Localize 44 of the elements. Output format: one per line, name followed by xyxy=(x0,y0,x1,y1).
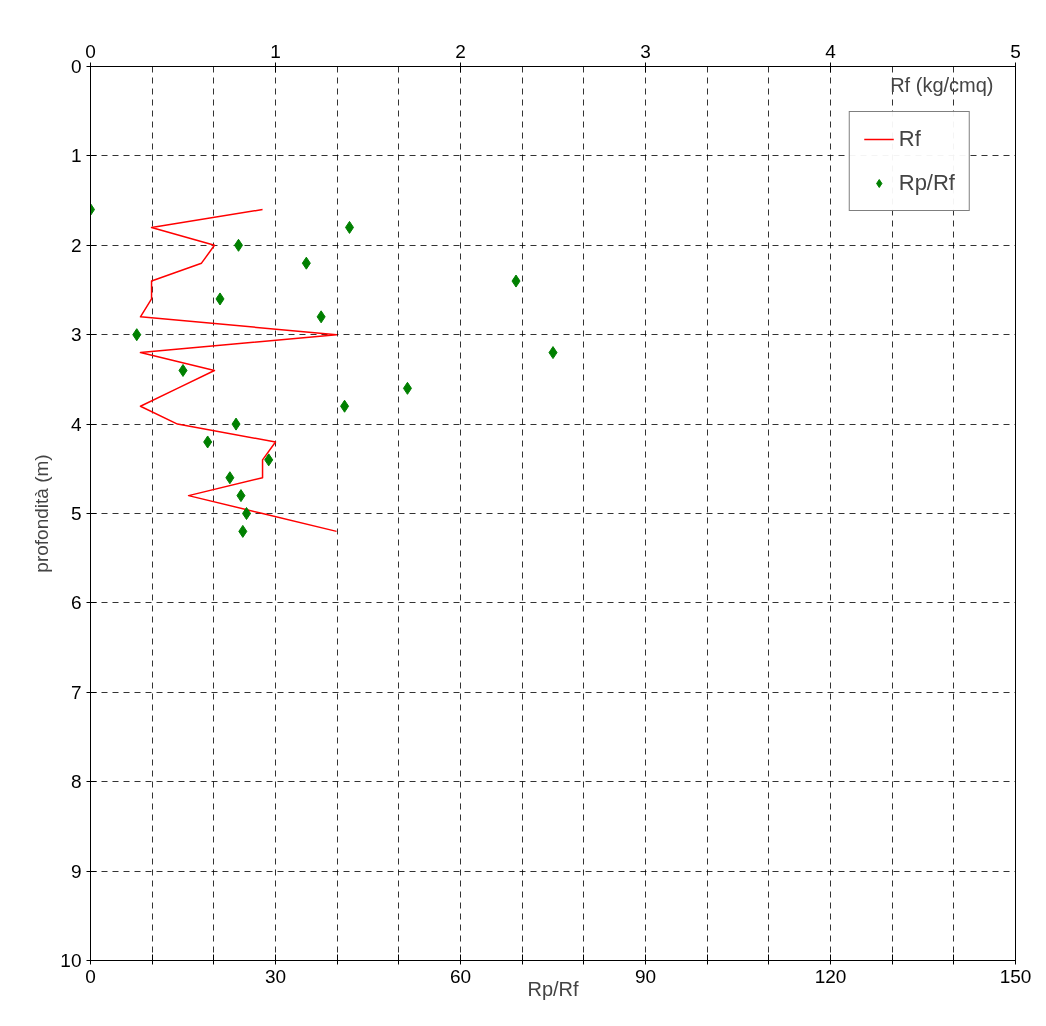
point xyxy=(340,399,350,413)
x-tick-label: 90 xyxy=(634,965,657,987)
point xyxy=(242,507,252,520)
point xyxy=(511,274,521,288)
y-tick-label: 1 xyxy=(70,145,82,167)
y-tick-label: 7 xyxy=(70,681,82,703)
y-tick-label: 9 xyxy=(70,860,82,882)
point xyxy=(215,292,225,306)
y-tick-label: 0 xyxy=(70,56,82,77)
y-tick-label: 2 xyxy=(70,234,82,256)
x-tick-label: 0 xyxy=(85,965,96,987)
point xyxy=(301,256,311,270)
point xyxy=(238,524,248,538)
point xyxy=(178,363,188,377)
x2-axis-title: Rf (kg/cmq) xyxy=(890,73,994,96)
point xyxy=(548,346,558,360)
x-tick-label: 150 xyxy=(999,965,1032,987)
point xyxy=(264,453,274,467)
x-tick-label: 30 xyxy=(264,965,287,987)
y-tick-label: 10 xyxy=(60,950,82,971)
legend-label: Rf xyxy=(898,126,921,152)
y-tick-label: 8 xyxy=(70,771,82,793)
point xyxy=(225,471,235,485)
point xyxy=(236,489,246,503)
y-tick-label: 6 xyxy=(70,592,82,614)
x-tick-label: 60 xyxy=(449,965,472,987)
y-tick-label: 5 xyxy=(70,503,82,524)
legend-label: Rp/Rf xyxy=(898,170,955,196)
x2-tick-label: 3 xyxy=(640,40,651,62)
point xyxy=(316,310,326,324)
x-tick-label: 120 xyxy=(814,965,847,987)
point xyxy=(231,417,241,431)
point xyxy=(132,328,142,342)
y-axis-title: profondità (m) xyxy=(31,454,53,573)
x2-tick-label: 0 xyxy=(85,40,96,62)
x-axis-title: Rp/Rf xyxy=(527,977,579,1000)
x2-tick-label: 4 xyxy=(825,40,837,62)
y-tick-label: 4 xyxy=(70,413,82,435)
y-tick-label: 3 xyxy=(70,324,82,346)
point xyxy=(402,381,412,395)
point xyxy=(203,435,213,449)
x2-tick-label: 1 xyxy=(270,40,281,62)
x2-tick-label: 2 xyxy=(455,40,466,62)
x2-tick-label: 5 xyxy=(1010,40,1021,62)
